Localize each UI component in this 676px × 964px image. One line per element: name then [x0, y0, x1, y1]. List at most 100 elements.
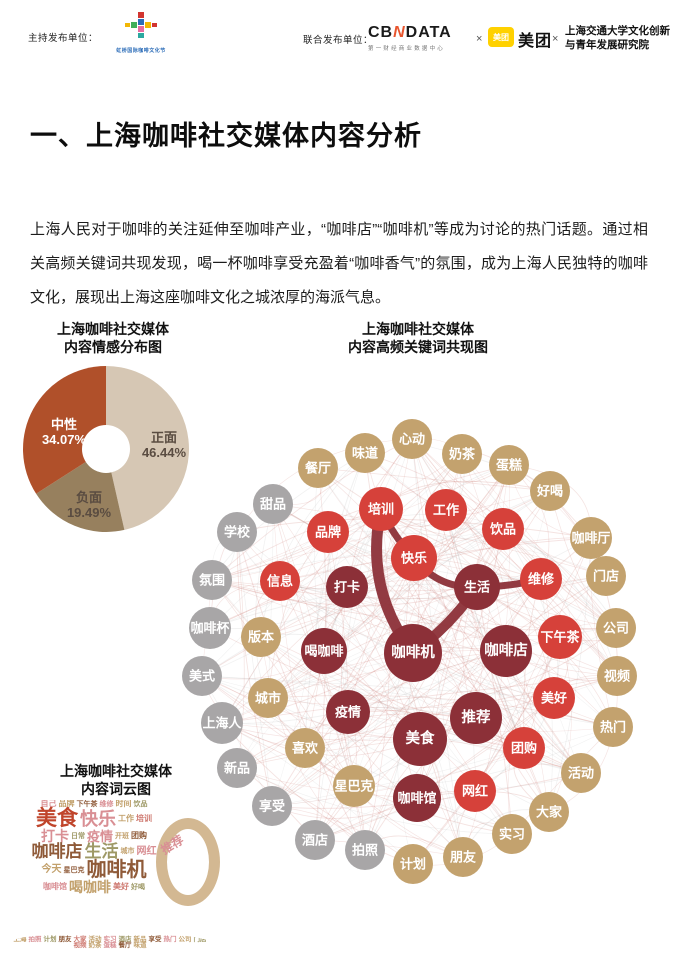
svg-text:实习: 实习: [499, 827, 525, 842]
svg-text:餐厅: 餐厅: [304, 461, 331, 476]
wordcloud-word: 咖啡店: [31, 842, 83, 861]
svg-text:饮品: 饮品: [489, 522, 516, 537]
wordcloud-word: 快乐: [80, 808, 116, 829]
network-node: 公司: [596, 608, 636, 648]
cbn-n-mark: N: [393, 24, 406, 41]
svg-text:美食: 美食: [406, 729, 435, 747]
wordcloud-cup-saucer: 上海 拍照 计划 朋友 大家 活动 实习 酒店 新品 享受 热门 公司 门店 视频 奶茶 蛋糕 餐厅 味道: [10, 934, 210, 952]
wordcloud-title: 上海咖啡社交媒体 内容词云图: [60, 763, 172, 797]
wordcloud-word: 品牌: [58, 800, 75, 808]
svg-text:学校: 学校: [224, 525, 251, 540]
svg-text:咖啡馆: 咖啡馆: [397, 791, 436, 806]
svg-text:快乐: 快乐: [401, 551, 427, 566]
wordcloud-saucer-word: 享受: [148, 935, 162, 943]
wordcloud-saucer-word: 味道: [133, 942, 147, 949]
pie-slice: [106, 366, 189, 530]
svg-text:工作: 工作: [433, 503, 459, 518]
network-node: 氛围: [192, 560, 232, 600]
wordcloud-saucer-word: 餐厅: [118, 942, 132, 949]
svg-text:团购: 团购: [511, 741, 537, 756]
wordcloud-cup-body: 自己 品牌 下午茶 维修 时间 饮品 美食 快乐 工作 培训 打卡 日常 疫情 开班 团购 咖啡店 生活 城市 网红…: [28, 800, 160, 934]
wordcloud-word: 疫情: [86, 828, 113, 844]
wordcloud-saucer-word: 拍照: [28, 935, 42, 943]
network-node: 下午茶: [538, 615, 582, 659]
network-node: 奶茶: [442, 434, 482, 474]
network-node: 大家: [529, 792, 569, 832]
svg-text:咖啡厅: 咖啡厅: [572, 531, 611, 546]
wordcloud-word: 城市: [120, 848, 135, 855]
wordcloud-saucer-word: 朋友: [58, 935, 72, 943]
wordcloud-word: 咖啡馆: [43, 882, 67, 891]
wordcloud-word: 星巴克: [63, 866, 85, 874]
svg-text:拍照: 拍照: [352, 843, 378, 858]
wordcloud-word: 日常: [70, 832, 85, 840]
wordcloud-word: 咖啡机: [86, 859, 147, 881]
pie-label-neutral: 中性 34.07%: [41, 417, 87, 447]
separator-x: ×: [476, 33, 483, 45]
network-node: 打卡: [326, 566, 368, 608]
pie-label-positive: 正面 46.44%: [141, 430, 187, 460]
host-logo: 虹桥国际咖啡文化节: [112, 10, 170, 54]
svg-text:朋友: 朋友: [449, 850, 476, 865]
network-node: 咖啡店: [480, 625, 532, 677]
network-node: 门店: [586, 556, 626, 596]
pie-chart-title: 上海咖啡社交媒体 内容情感分布图: [57, 321, 169, 355]
svg-text:大家: 大家: [536, 805, 563, 820]
network-node: 咖啡厅: [570, 517, 612, 559]
network-node: 快乐: [391, 535, 437, 581]
network-node: 疫情: [326, 690, 370, 734]
wordcloud-cup-handle: [156, 818, 220, 906]
network-node: 网红: [454, 770, 496, 812]
svg-text:生活: 生活: [464, 580, 490, 595]
network-node: 生活: [454, 564, 500, 610]
network-node: 享受: [252, 786, 292, 826]
network-node: 上海人: [201, 702, 243, 744]
wordcloud-word: 开班: [115, 832, 129, 840]
network-node: 工作: [425, 489, 467, 531]
joint-publisher-label: 联合发布单位：: [303, 35, 374, 46]
wordcloud-saucer-word: 视频: [73, 942, 87, 949]
wordcloud-word: 网红: [136, 845, 157, 857]
svg-text:咖啡杯: 咖啡杯: [191, 621, 230, 636]
network-node: 活动: [561, 753, 601, 793]
network-node: 热门: [593, 707, 633, 747]
svg-text:喝咖啡: 喝咖啡: [304, 644, 343, 659]
svg-text:咖啡店: 咖啡店: [484, 641, 528, 659]
svg-text:活动: 活动: [568, 766, 594, 781]
network-node: 美式: [182, 656, 222, 696]
svg-text:热门: 热门: [600, 720, 626, 735]
wordcloud-word: 培训: [136, 813, 152, 823]
network-node: 拍照: [345, 830, 385, 870]
pie-label-negative: 负面 19.49%: [66, 490, 112, 520]
wordcloud-word: 时间: [115, 800, 132, 808]
svg-text:酒店: 酒店: [302, 833, 328, 848]
wordcloud-saucer-word: 上海: [13, 935, 27, 943]
wordcloud-word: 饮品: [133, 800, 148, 808]
network-node: 维修: [520, 558, 562, 600]
sjtu-institute-logo-text: 上海交通大学文化创新 与青年发展研究院: [565, 25, 670, 51]
wordcloud-saucer-word: 大家: [73, 935, 87, 943]
network-node: 喜欢: [285, 728, 325, 768]
wordcloud-saucer-word: 公司: [178, 935, 192, 943]
wordcloud-saucer-word: 蛋糕: [103, 942, 117, 949]
cbndata-subtitle: 第一财经商业数据中心: [368, 46, 446, 52]
wordcloud-word: 维修: [99, 800, 114, 808]
wordcloud-word: 美食: [36, 807, 78, 830]
network-node: 餐厅: [298, 448, 338, 488]
host-logo-text: 虹桥国际咖啡文化节: [116, 48, 166, 54]
cbndata-logo: CBNDATA 第一财经商业数据中心: [368, 24, 452, 52]
network-node: 咖啡馆: [393, 774, 441, 822]
svg-text:品牌: 品牌: [315, 525, 341, 540]
donut-chart-svg: [23, 366, 189, 532]
wordcloud-saucer-word: 活动: [88, 935, 102, 943]
svg-text:咖啡机: 咖啡机: [391, 643, 435, 661]
wordcloud-saucer-word: 新品: [133, 935, 147, 943]
network-node: 酒店: [295, 820, 335, 860]
svg-text:维修: 维修: [528, 572, 555, 587]
wordcloud-saucer-word: 酒店: [118, 935, 132, 943]
wordcloud-word: 好喝: [131, 883, 145, 891]
svg-text:推荐: 推荐: [462, 708, 491, 726]
wordcloud-saucer-word: 实习: [103, 935, 117, 943]
network-node: 推荐: [450, 692, 502, 744]
